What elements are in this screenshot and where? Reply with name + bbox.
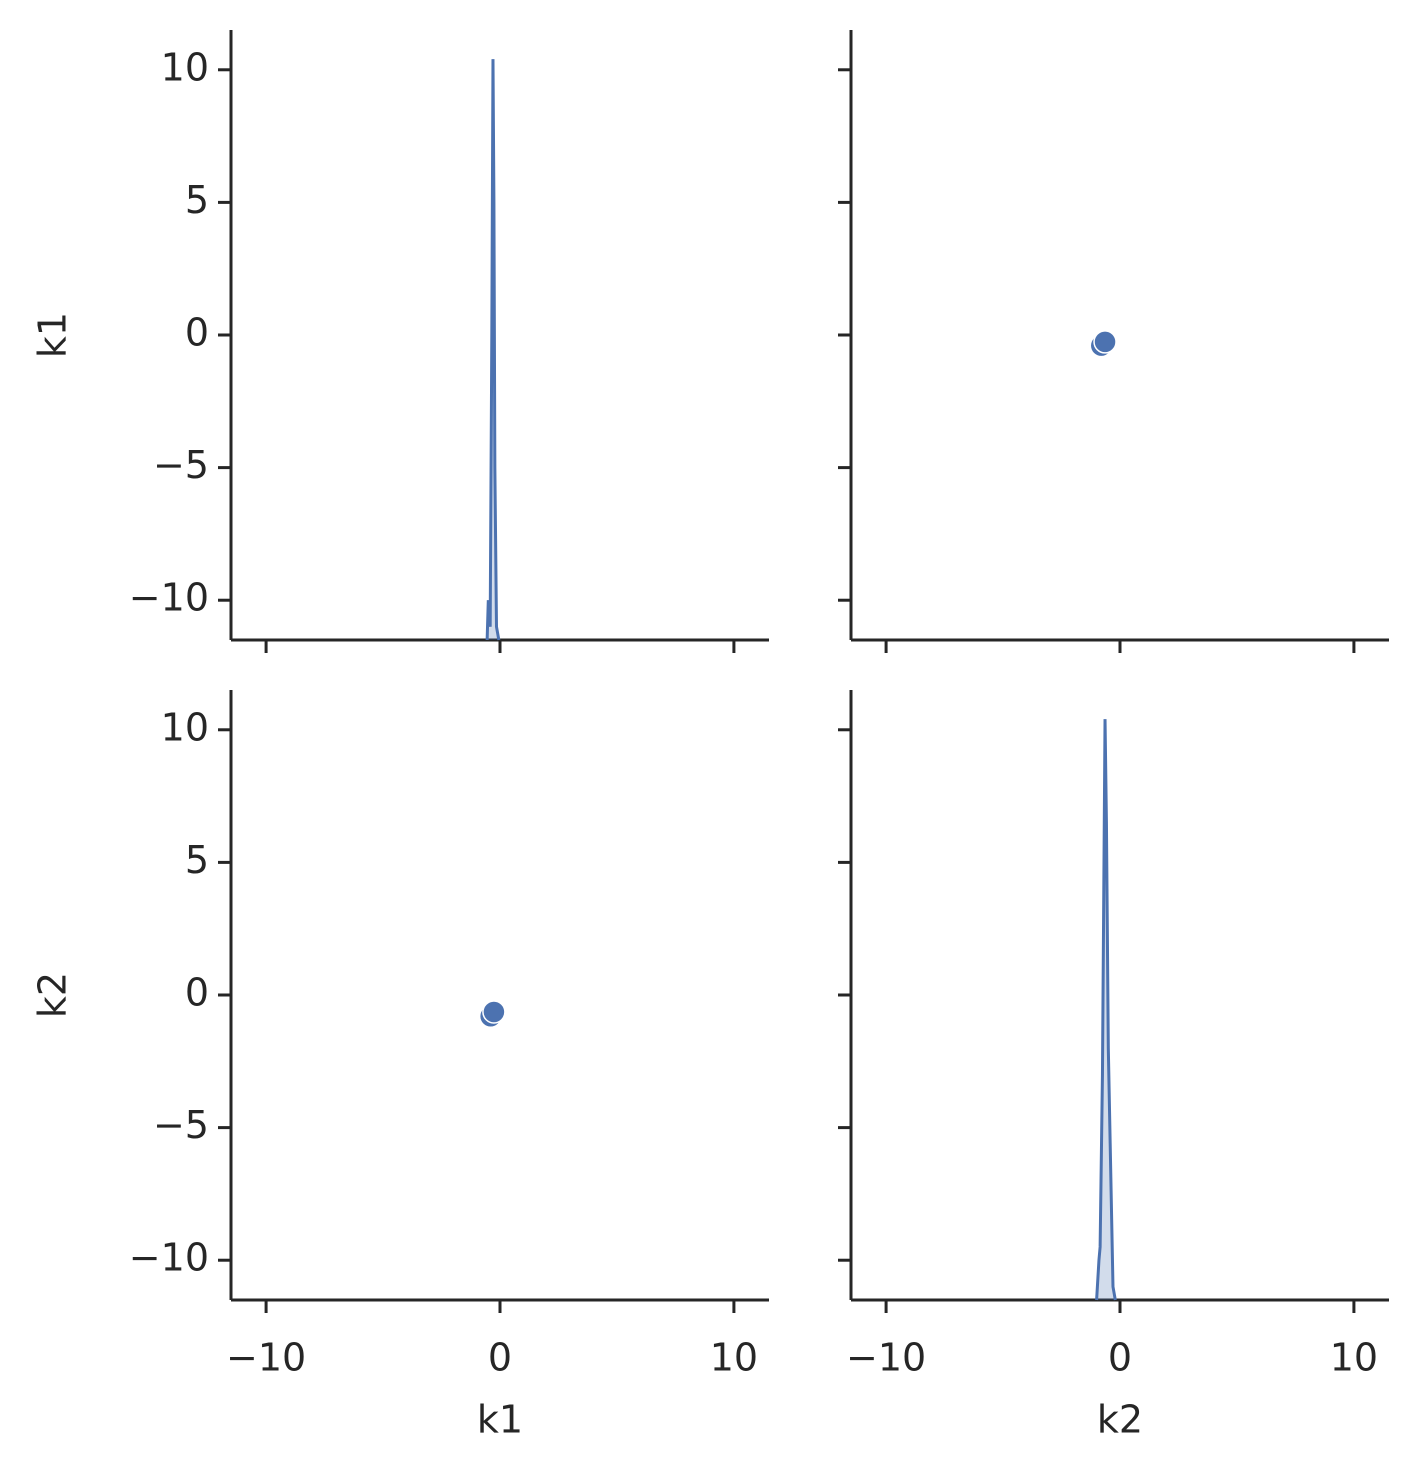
y-tick-label: −5 xyxy=(153,443,209,487)
y-tick-label: 0 xyxy=(185,971,209,1015)
kde-area xyxy=(1096,719,1116,1300)
x-tick-label: 0 xyxy=(1108,1336,1132,1380)
y-tick-label: −10 xyxy=(129,1236,209,1280)
x-tick-label: −10 xyxy=(226,1336,306,1380)
scatter-point xyxy=(482,1000,506,1024)
y-tick-label: 10 xyxy=(161,45,209,89)
x-tick-label: 10 xyxy=(710,1336,758,1380)
scatter-point xyxy=(1093,330,1117,354)
x-axis-label: k1 xyxy=(477,1398,523,1442)
y-tick-label: 0 xyxy=(185,311,209,355)
kde-line xyxy=(1095,719,1117,1301)
y-tick-label: −5 xyxy=(153,1103,209,1147)
x-tick-label: −10 xyxy=(846,1336,926,1380)
y-axis-label: k1 xyxy=(31,312,75,358)
y-tick-label: 5 xyxy=(185,178,209,222)
y-axis-label: k2 xyxy=(31,972,75,1018)
y-tick-label: −10 xyxy=(129,576,209,620)
y-tick-label: 5 xyxy=(185,838,209,882)
x-tick-label: 0 xyxy=(488,1336,512,1380)
kde-line xyxy=(485,59,501,641)
x-axis-label: k2 xyxy=(1097,1398,1143,1442)
x-tick-label: 10 xyxy=(1330,1336,1378,1380)
y-tick-label: 10 xyxy=(161,705,209,749)
